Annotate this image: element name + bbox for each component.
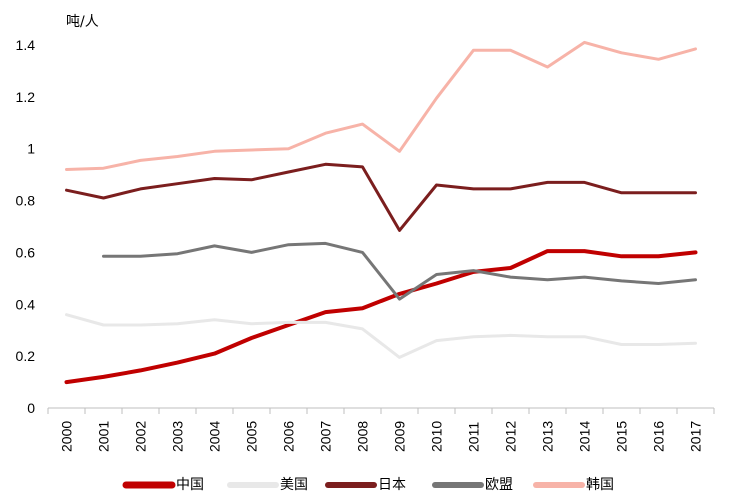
x-tick-label: 2007 (318, 421, 334, 452)
legend-label: 欧盟 (485, 477, 513, 493)
y-tick-label: 0 (27, 400, 35, 416)
x-tick-label: 2017 (688, 421, 704, 452)
x-tick-label: 2013 (540, 421, 556, 452)
x-tick-label: 2003 (170, 421, 186, 452)
x-tick-label: 2011 (466, 422, 482, 452)
x-tick-label: 2002 (133, 421, 149, 452)
x-tick-label: 2016 (651, 421, 667, 452)
series-line-中国 (64, 249, 698, 385)
series-line-美国 (65, 313, 697, 359)
x-tick-label: 2005 (244, 421, 260, 452)
x-tick-label: 2014 (577, 421, 593, 452)
x-tick-label: 2009 (392, 421, 408, 452)
x-tick-label: 2006 (281, 421, 297, 452)
series-lines (64, 40, 698, 385)
axes: 2000 2001 2002 2003 2004 2005 2006 2007 2008 2009… (16, 14, 715, 452)
x-tick-label: 2004 (207, 421, 223, 452)
series-line-日本 (65, 162, 697, 232)
y-tick-label: 0.2 (16, 348, 36, 364)
y-tick-label: 0.6 (16, 244, 36, 260)
y-tick-label: 0.8 (16, 193, 36, 209)
legend: 中国 美国 日本 欧盟 韩国 (122, 477, 614, 493)
series-line-欧盟 (102, 241, 697, 301)
x-tick-label: 2012 (503, 421, 519, 452)
y-axis-unit-label: 吨/人 (66, 14, 99, 30)
legend-label: 日本 (378, 477, 406, 493)
series-line-韩国 (65, 40, 697, 171)
y-tick-label: 1.4 (16, 37, 36, 53)
y-tick-label: 1 (27, 141, 35, 157)
x-tick-label: 2001 (96, 421, 112, 452)
legend-label: 美国 (280, 477, 308, 493)
y-tick-label: 1.2 (16, 89, 36, 105)
x-tick-label: 2000 (59, 421, 75, 452)
x-tick-label: 2015 (614, 421, 630, 452)
x-tick-label: 2008 (355, 421, 371, 452)
legend-label: 韩国 (586, 477, 614, 493)
legend-label: 中国 (176, 477, 204, 493)
y-tick-label: 0.4 (16, 296, 36, 312)
x-tick-label: 2010 (429, 421, 445, 452)
